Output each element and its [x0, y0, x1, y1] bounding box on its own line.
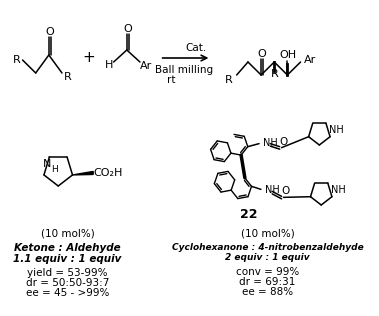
- Text: ee = 88%: ee = 88%: [242, 287, 293, 297]
- Text: NH: NH: [330, 185, 345, 195]
- Text: Cat.: Cat.: [185, 43, 207, 53]
- Text: OH: OH: [280, 50, 297, 60]
- Text: R: R: [64, 72, 72, 82]
- Text: NH: NH: [329, 125, 343, 135]
- Text: H: H: [51, 165, 58, 173]
- Text: N: N: [43, 159, 52, 169]
- Text: Ball milling: Ball milling: [155, 65, 213, 75]
- Text: (10 mol%): (10 mol%): [241, 228, 294, 238]
- Text: O: O: [45, 27, 54, 37]
- Text: CO₂H: CO₂H: [94, 168, 123, 178]
- Text: ee = 45 - >99%: ee = 45 - >99%: [26, 288, 109, 298]
- Text: R: R: [225, 75, 233, 85]
- Text: 22: 22: [240, 209, 258, 222]
- Text: +: +: [83, 51, 96, 65]
- Text: dr = 69:31: dr = 69:31: [240, 277, 296, 287]
- Text: NH: NH: [263, 138, 277, 148]
- Text: rt: rt: [167, 75, 176, 85]
- Text: O: O: [281, 186, 290, 196]
- Text: dr = 50:50-93:7: dr = 50:50-93:7: [26, 278, 109, 288]
- Text: NH: NH: [265, 185, 279, 195]
- Text: R: R: [13, 55, 21, 65]
- Text: Ar: Ar: [139, 61, 152, 71]
- Text: Ketone : Aldehyde: Ketone : Aldehyde: [14, 243, 121, 253]
- Text: R: R: [270, 69, 278, 79]
- Text: O: O: [123, 24, 132, 34]
- Polygon shape: [72, 172, 93, 175]
- Text: O: O: [279, 137, 288, 147]
- Text: H: H: [105, 60, 113, 70]
- Text: 1.1 equiv : 1 equiv: 1.1 equiv : 1 equiv: [13, 254, 122, 264]
- Text: yield = 53-99%: yield = 53-99%: [27, 268, 108, 278]
- Text: (10 mol%): (10 mol%): [41, 228, 94, 238]
- Text: O: O: [258, 49, 266, 59]
- Text: conv = 99%: conv = 99%: [236, 267, 299, 277]
- Text: 2 equiv : 1 equiv: 2 equiv : 1 equiv: [226, 253, 310, 263]
- Text: Cyclohexanone : 4-nitrobenzaldehyde: Cyclohexanone : 4-nitrobenzaldehyde: [172, 242, 363, 252]
- Text: Ar: Ar: [304, 55, 316, 65]
